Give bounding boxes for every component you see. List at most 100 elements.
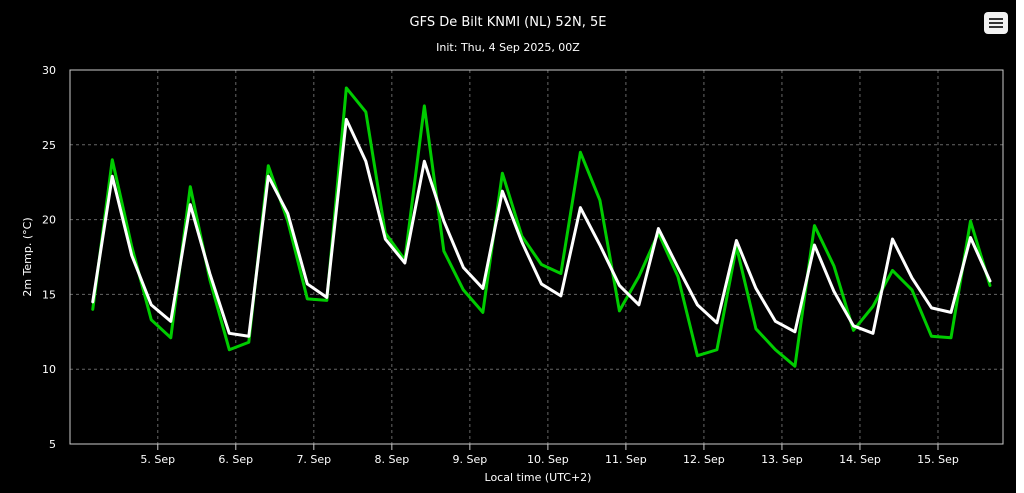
data-point (950, 336, 952, 339)
data-point (169, 336, 172, 339)
data-point (560, 295, 562, 297)
data-point (404, 262, 406, 264)
data-point (969, 236, 972, 239)
series-line-1 (91, 117, 992, 338)
data-point (443, 220, 445, 222)
data-point (501, 172, 504, 175)
data-point (755, 287, 757, 290)
data-point (91, 301, 94, 303)
x-tick-label: 15. Sep (917, 453, 959, 466)
data-point (111, 175, 114, 178)
data-point (638, 275, 640, 278)
data-point (384, 238, 387, 240)
data-point (911, 289, 913, 291)
data-point (462, 266, 465, 269)
y-tick-label: 15 (42, 288, 56, 301)
data-point (930, 307, 933, 309)
series-layer (91, 86, 992, 368)
data-point (716, 322, 718, 324)
data-point (540, 263, 543, 266)
data-point (482, 287, 484, 290)
data-point (755, 328, 757, 330)
data-point (774, 320, 777, 323)
x-tick-label: 14. Sep (839, 453, 881, 466)
hamburger-menu-icon (984, 12, 1008, 34)
data-point (111, 158, 114, 161)
y-tick-label: 30 (42, 64, 56, 77)
data-point (267, 175, 270, 178)
page-margin (1016, 0, 1024, 493)
data-point (677, 266, 679, 269)
data-point (287, 220, 289, 222)
data-point (521, 241, 523, 243)
y-tick-label: 5 (49, 438, 56, 451)
data-point (423, 160, 426, 163)
data-point (208, 272, 211, 275)
data-point (267, 164, 270, 167)
data-point (872, 332, 874, 335)
x-tick-label: 10. Sep (527, 453, 569, 466)
data-point (794, 365, 796, 368)
data-point (326, 296, 328, 299)
data-point (130, 245, 133, 248)
y-axis-title: 2m Temp. (°C) (21, 217, 34, 296)
data-point (813, 224, 816, 227)
data-point (560, 272, 562, 275)
data-point (521, 235, 523, 237)
data-point (423, 105, 426, 107)
data-point (599, 199, 601, 201)
data-point (326, 299, 328, 302)
data-point (696, 304, 699, 306)
data-point (579, 151, 582, 154)
data-point (169, 320, 172, 323)
data-point (247, 335, 250, 338)
y-tick-label: 20 (42, 214, 56, 227)
data-point (247, 341, 250, 344)
data-point (774, 348, 777, 351)
x-tick-label: 5. Sep (140, 453, 175, 466)
data-point (677, 275, 679, 278)
data-point (306, 283, 309, 285)
data-point (189, 185, 192, 188)
data-point (813, 244, 816, 246)
chart-title: GFS De Bilt KNMI (NL) 52N, 5E (410, 15, 607, 30)
data-point (833, 290, 835, 293)
data-point (950, 311, 952, 314)
data-point (306, 298, 309, 300)
data-point (891, 238, 894, 240)
data-point (130, 254, 133, 257)
chart-menu-button[interactable] (984, 12, 1008, 34)
x-tick-label: 13. Sep (761, 453, 803, 466)
y-tick-label: 25 (42, 139, 56, 152)
x-tick-label: 11. Sep (605, 453, 647, 466)
data-point (365, 160, 367, 163)
data-point (872, 305, 874, 308)
data-point (91, 308, 94, 311)
data-point (287, 212, 289, 215)
data-point (482, 311, 484, 314)
data-point (599, 244, 601, 246)
data-point (618, 284, 621, 287)
data-point (228, 332, 231, 335)
data-point (150, 319, 153, 321)
grid-layer (70, 69, 1003, 444)
data-point (989, 280, 991, 282)
data-point (852, 329, 855, 332)
x-tick-label: 7. Sep (296, 453, 331, 466)
axes-layer: 5 10 15 20 25 30 5. Sep 6. Sep 7. Sep 8. Sep 9. Se… (42, 64, 1004, 466)
x-tick-label: 6. Sep (218, 453, 253, 466)
data-point (501, 190, 504, 192)
y-tick-label: 10 (42, 363, 56, 376)
plot-border (69, 69, 1004, 445)
data-point (989, 284, 991, 287)
x-tick-label: 9. Sep (452, 453, 487, 466)
data-point (852, 325, 855, 327)
data-point (833, 265, 835, 267)
data-point (716, 348, 718, 351)
x-tick-label: 8. Sep (374, 453, 409, 466)
data-point (735, 239, 738, 242)
data-point (579, 206, 582, 209)
data-point (969, 220, 972, 222)
